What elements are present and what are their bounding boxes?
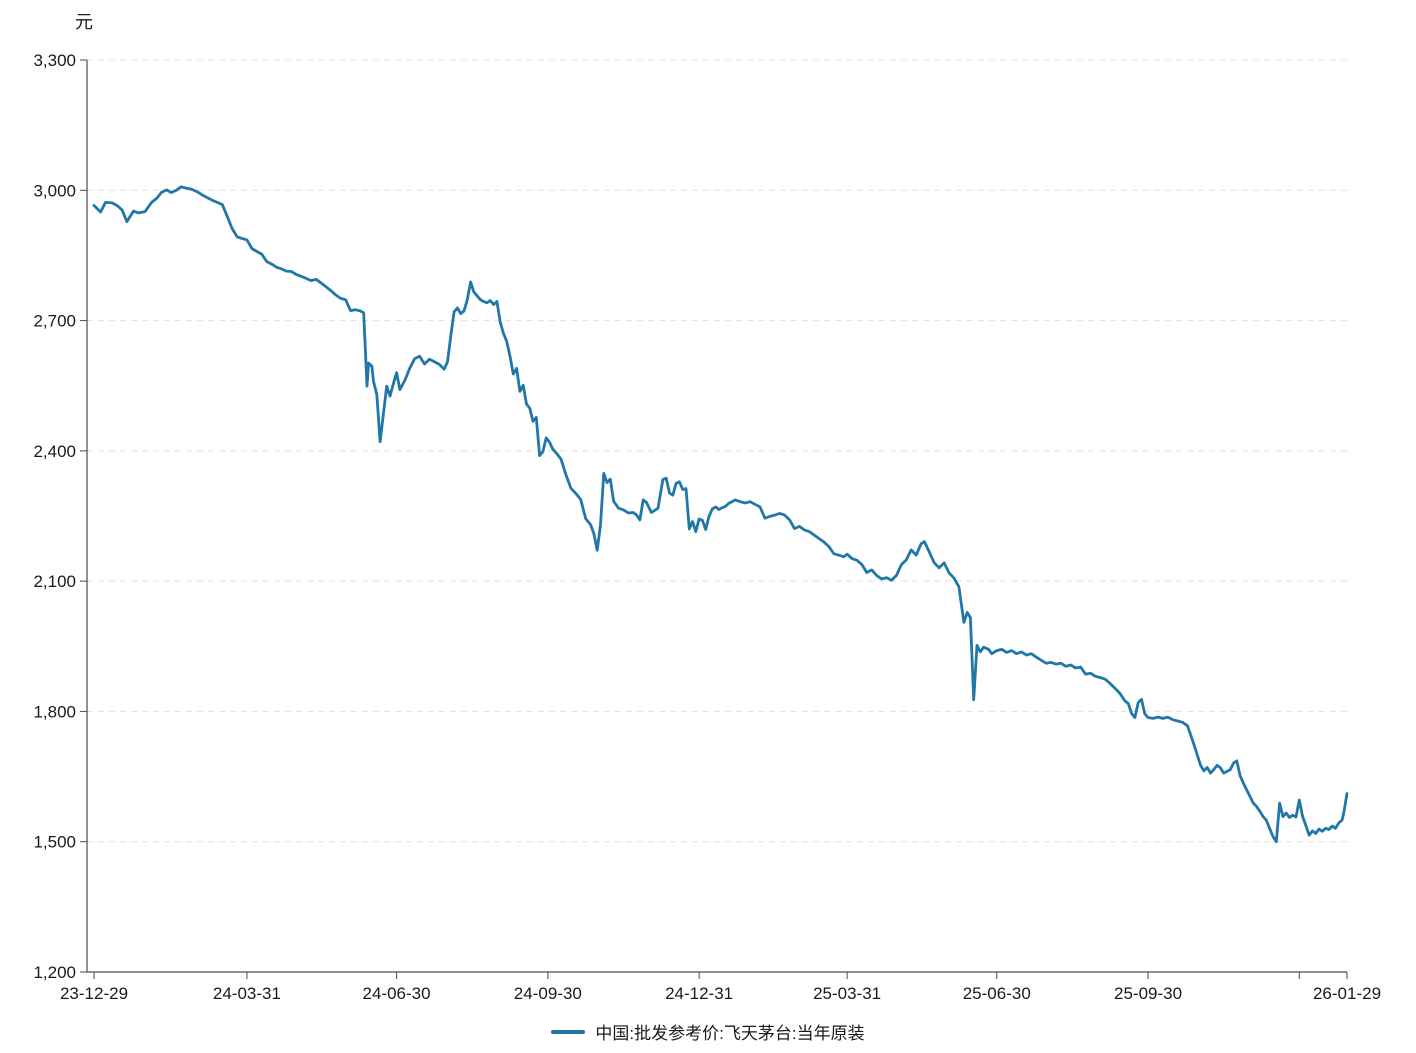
x-tick-label: 25-09-30 — [1114, 984, 1182, 1003]
x-tick-label: 24-03-31 — [213, 984, 281, 1003]
y-tick-label: 1,500 — [33, 833, 76, 852]
x-tick-label: 24-09-30 — [514, 984, 582, 1003]
price-chart: 3,300 3,000 2,700 2,400 2,100 1,800 1,500 1,200… — [33, 51, 1381, 1003]
x-tick-label: 24-12-31 — [665, 984, 733, 1003]
y-tick-label: 1,800 — [33, 702, 76, 721]
legend-line-swatch — [551, 1029, 586, 1034]
x-tick-label: 25-03-31 — [813, 984, 881, 1003]
x-tick-label: 26-01-29 — [1313, 984, 1381, 1003]
price-line — [92, 185, 1349, 844]
legend-label: 中国:批发参考价:飞天茅台:当年原装 — [595, 1024, 865, 1043]
y-tick-label: 2,400 — [33, 442, 76, 461]
y-tick-label: 1,200 — [33, 963, 76, 982]
legend-item-price-series[interactable]: 中国:批发参考价:飞天茅台:当年原装 — [551, 1019, 865, 1044]
y-tick-label: 2,700 — [33, 312, 76, 331]
y-tick-label: 2,100 — [33, 572, 76, 591]
x-tick-label: 25-06-30 — [963, 984, 1031, 1003]
x-tick-label: 23-12-29 — [60, 984, 128, 1003]
y-axis-unit-label: 元 — [75, 12, 93, 32]
y-tick-label: 3,300 — [33, 51, 76, 70]
y-tick-label: 3,000 — [33, 181, 76, 200]
chart-legend: 中国:批发参考价:飞天茅台:当年原装 — [0, 1019, 1416, 1044]
x-tick-label: 24-06-30 — [363, 984, 431, 1003]
